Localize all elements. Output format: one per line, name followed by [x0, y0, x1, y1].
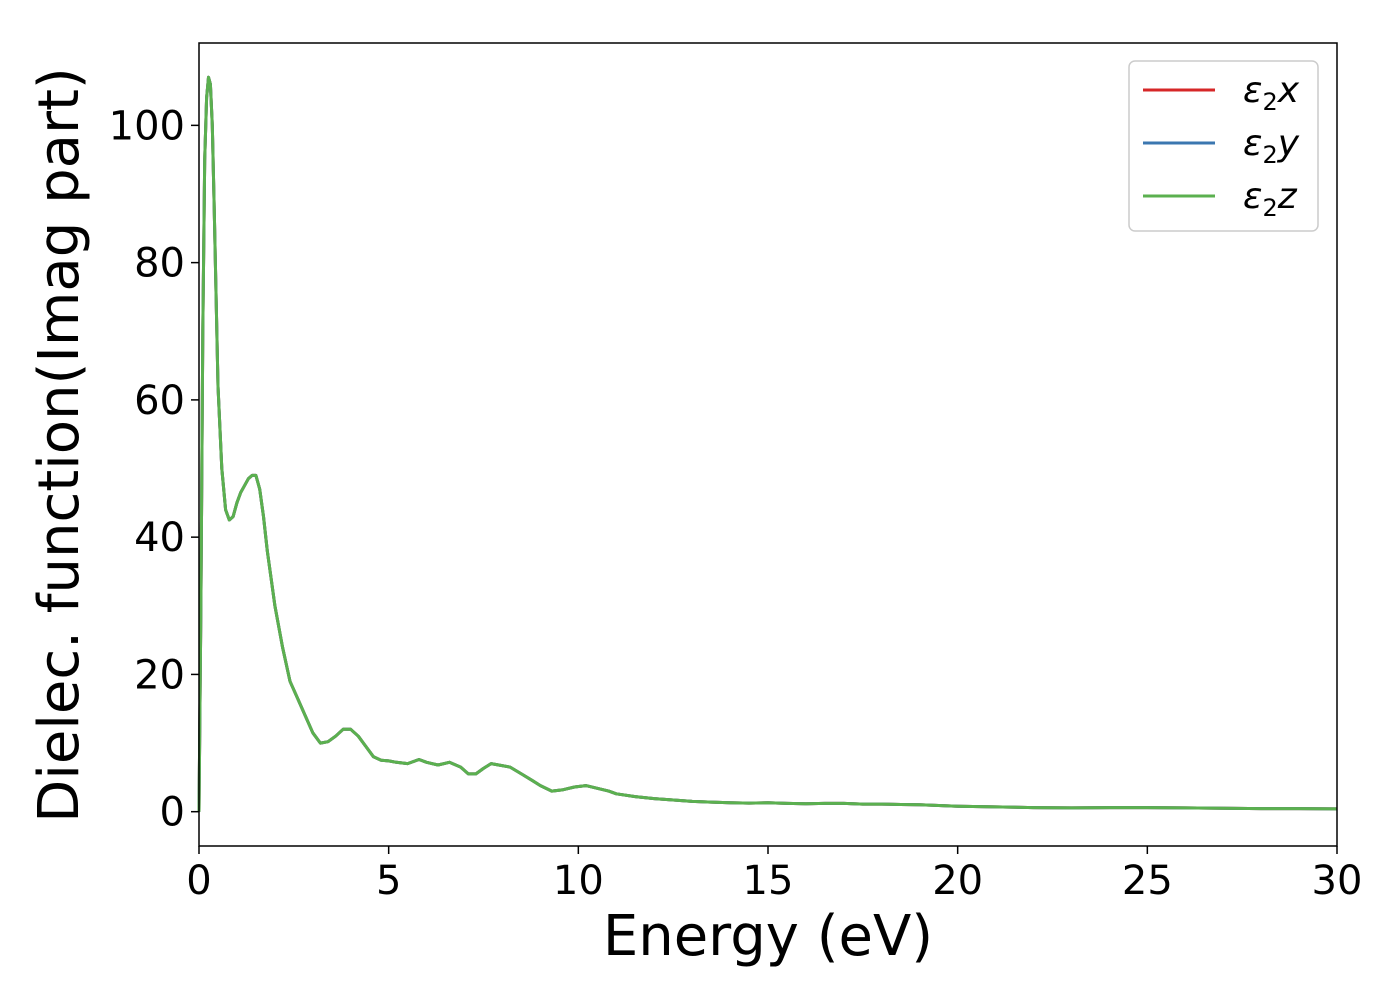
legend-box	[1128, 60, 1319, 232]
x-tick-label: 15	[743, 858, 794, 904]
legend-label-z-axis: z	[1277, 176, 1298, 217]
x-tick-label: 0	[186, 858, 211, 904]
legend-label-x-axis: x	[1277, 70, 1300, 111]
legend-label-y-axis: y	[1277, 123, 1300, 164]
y-tick-label: 40	[134, 515, 185, 561]
x-tick-label: 5	[376, 858, 401, 904]
legend-label-y-symbol: ε	[1243, 123, 1262, 164]
legend-label-x-sub: 2	[1262, 88, 1277, 116]
y-axis-ticks: 0 20 40 60 80 100	[109, 103, 199, 836]
x-axis-ticks: 0 5 10 15 20 25 30	[186, 846, 1362, 904]
legend-label-z-sub: 2	[1262, 194, 1277, 222]
y-tick-label: 80	[134, 241, 185, 287]
y-tick-label: 60	[134, 378, 185, 424]
legend-label-z-symbol: ε	[1243, 176, 1262, 217]
x-tick-label: 30	[1312, 858, 1363, 904]
y-tick-label: 20	[134, 652, 185, 698]
y-axis-label: Dielec. function(Imag part)	[27, 67, 92, 823]
y-tick-label: 0	[160, 790, 185, 836]
legend-label-x: ε2x	[1243, 70, 1300, 116]
x-tick-label: 25	[1122, 858, 1173, 904]
series-layer	[197, 75, 1338, 812]
legend-label-y: ε2y	[1243, 123, 1300, 169]
x-axis-label: Energy (eV)	[603, 904, 933, 969]
legend: ε2x ε2y ε2z	[1128, 60, 1319, 232]
legend-label-y-sub: 2	[1262, 141, 1277, 169]
x-tick-label: 10	[553, 858, 604, 904]
legend-label-x-symbol: ε	[1243, 70, 1262, 111]
x-tick-label: 20	[932, 858, 983, 904]
series-line-z	[197, 75, 1338, 812]
legend-label-z: ε2z	[1243, 176, 1298, 222]
y-tick-label: 100	[109, 103, 185, 149]
